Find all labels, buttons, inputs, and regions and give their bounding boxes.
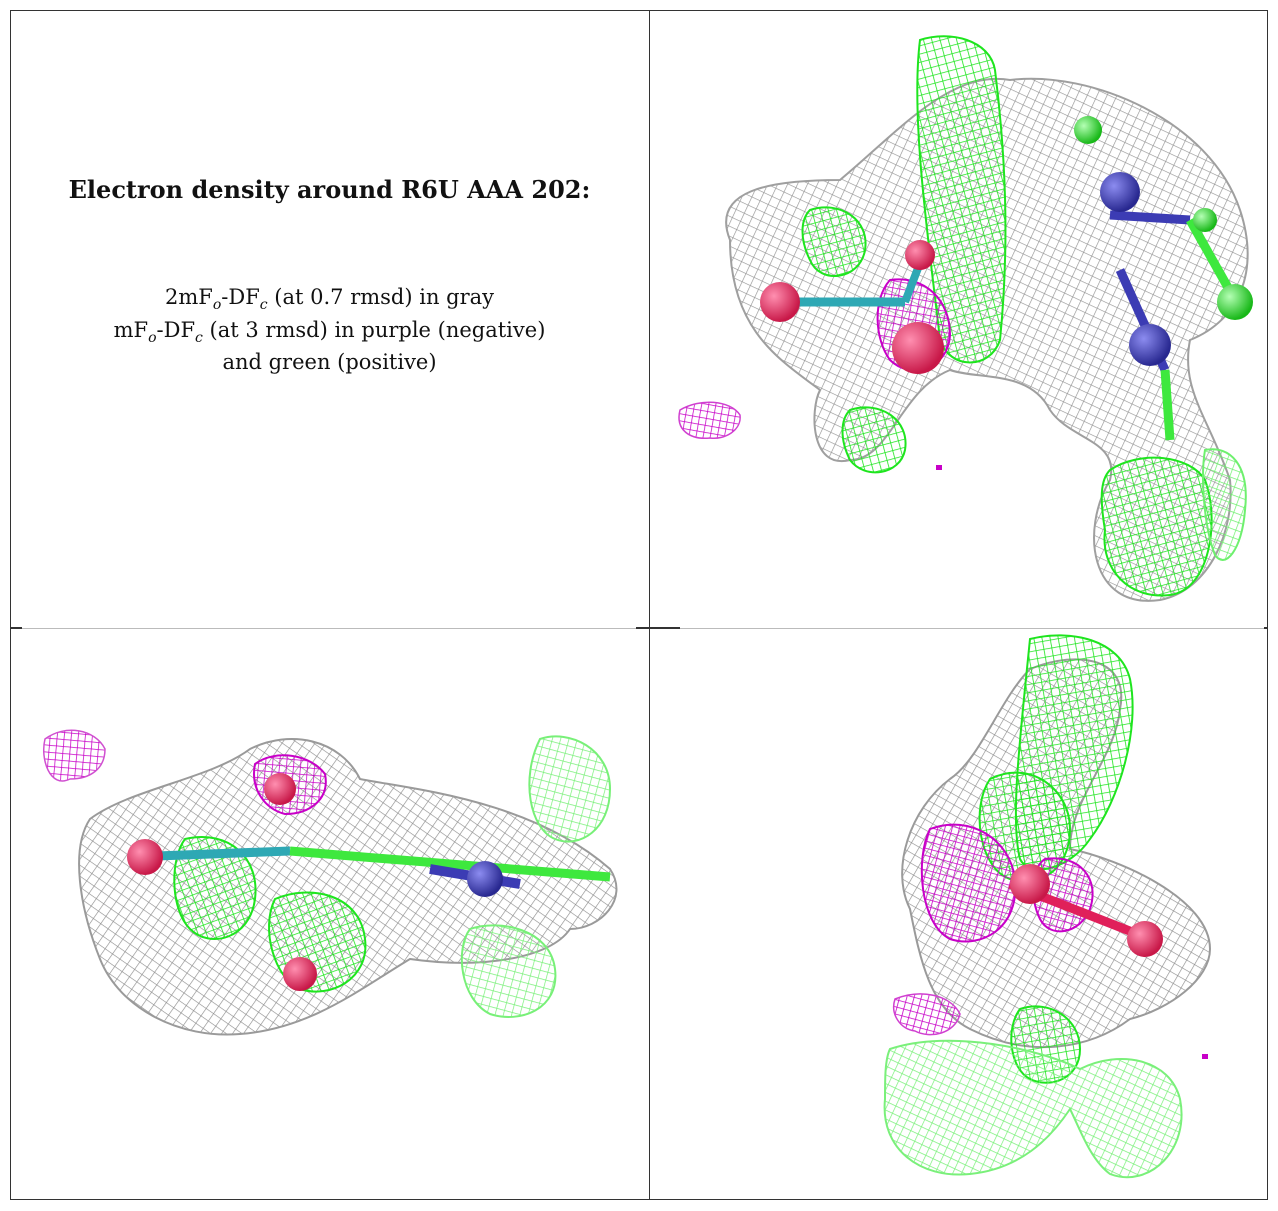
caption-cell: Electron density around R6U AAA 202: 2mF… bbox=[10, 10, 649, 628]
view-bottom-left bbox=[10, 629, 649, 1200]
column-divider bbox=[649, 10, 650, 1200]
caption-line-2fo: 2mFo-DFc (at 0.7 rmsd) in gray bbox=[164, 285, 495, 314]
density-map-1 bbox=[678, 35, 1253, 602]
view-bottom-right bbox=[650, 629, 1268, 1200]
caption-title: Electron density around R6U AAA 202: bbox=[68, 175, 591, 204]
figure-frame bbox=[10, 10, 1268, 1200]
row-divider-tick-right bbox=[1264, 627, 1268, 629]
caption-line-fo: mFo-DFc (at 3 rmsd) in purple (negative) bbox=[113, 318, 546, 347]
density-map-3 bbox=[883, 634, 1212, 1179]
row-divider-tick-left bbox=[10, 627, 22, 629]
caption-line-green: and green (positive) bbox=[222, 350, 437, 374]
view-top-right bbox=[650, 10, 1268, 628]
density-map-2 bbox=[43, 729, 618, 1036]
row-divider-tick-mid bbox=[636, 627, 680, 629]
